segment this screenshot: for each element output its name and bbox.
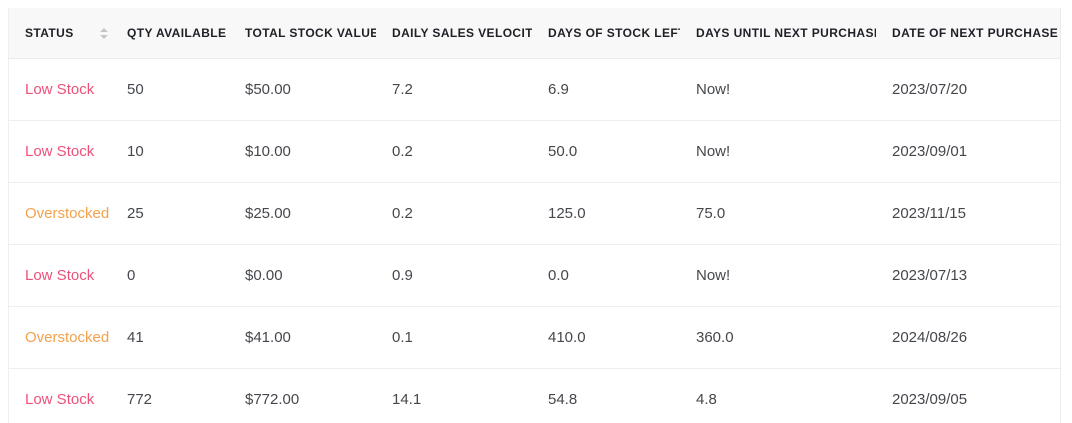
qty-available-cell: 25 [111, 182, 229, 245]
status-badge: Low Stock [9, 368, 111, 423]
table-row[interactable]: Low Stock 50 $50.00 7.2 6.9 Now! 2023/07… [9, 58, 1060, 121]
days-of-stock-left-cell: 54.8 [532, 368, 680, 423]
table-row[interactable]: Low Stock 10 $10.00 0.2 50.0 Now! 2023/0… [9, 120, 1060, 183]
date-of-next-purchase-cell: 2023/09/01 [876, 120, 1060, 183]
inventory-table-card: STATUS QTY AVAILABLE TOTAL STOCK VALUE [8, 8, 1061, 423]
column-header-daily-sales-velocity[interactable]: DAILY SALES VELOCITY [376, 8, 532, 59]
date-of-next-purchase-cell: 2023/11/15 [876, 182, 1060, 245]
daily-sales-velocity-cell: 0.2 [376, 182, 532, 245]
column-header-qty-available[interactable]: QTY AVAILABLE [111, 8, 229, 59]
column-header-label: TOTAL STOCK VALUE [245, 26, 376, 40]
column-header-label: DAILY SALES VELOCITY [392, 26, 532, 40]
days-of-stock-left-cell: 410.0 [532, 306, 680, 369]
column-header-label: DAYS OF STOCK LEFT [548, 26, 680, 40]
days-of-stock-left-cell: 0.0 [532, 244, 680, 307]
days-until-next-purchase-cell: 75.0 [680, 182, 876, 245]
table-row[interactable]: Overstocked 41 $41.00 0.1 410.0 360.0 20… [9, 306, 1060, 369]
qty-available-cell: 41 [111, 306, 229, 369]
total-stock-value-cell: $772.00 [229, 368, 376, 423]
daily-sales-velocity-cell: 7.2 [376, 58, 532, 121]
status-badge: Low Stock [9, 120, 111, 183]
table-body: Low Stock 50 $50.00 7.2 6.9 Now! 2023/07… [9, 58, 1060, 423]
status-badge: Overstocked [9, 182, 111, 245]
date-of-next-purchase-cell: 2023/07/13 [876, 244, 1060, 307]
column-header-days-until-next-purchase[interactable]: DAYS UNTIL NEXT PURCHASE [680, 8, 876, 59]
qty-available-cell: 50 [111, 58, 229, 121]
date-of-next-purchase-cell: 2023/07/20 [876, 58, 1060, 121]
status-badge: Low Stock [9, 244, 111, 307]
sort-both-icon[interactable] [99, 27, 108, 39]
qty-available-cell: 772 [111, 368, 229, 423]
total-stock-value-cell: $41.00 [229, 306, 376, 369]
column-header-status[interactable]: STATUS [9, 8, 111, 59]
days-of-stock-left-cell: 125.0 [532, 182, 680, 245]
date-of-next-purchase-cell: 2023/09/05 [876, 368, 1060, 423]
qty-available-cell: 10 [111, 120, 229, 183]
inventory-table: STATUS QTY AVAILABLE TOTAL STOCK VALUE [9, 8, 1060, 423]
status-badge: Low Stock [9, 58, 111, 121]
inventory-page: STATUS QTY AVAILABLE TOTAL STOCK VALUE [8, 8, 1061, 423]
column-header-label: DATE OF NEXT PURCHASE [892, 26, 1059, 40]
total-stock-value-cell: $25.00 [229, 182, 376, 245]
table-row[interactable]: Low Stock 772 $772.00 14.1 54.8 4.8 2023… [9, 368, 1060, 423]
daily-sales-velocity-cell: 0.9 [376, 244, 532, 307]
column-header-total-stock-value[interactable]: TOTAL STOCK VALUE [229, 8, 376, 59]
total-stock-value-cell: $0.00 [229, 244, 376, 307]
table-row[interactable]: Overstocked 25 $25.00 0.2 125.0 75.0 202… [9, 182, 1060, 245]
days-of-stock-left-cell: 50.0 [532, 120, 680, 183]
daily-sales-velocity-cell: 14.1 [376, 368, 532, 423]
days-until-next-purchase-cell: Now! [680, 120, 876, 183]
column-header-label: QTY AVAILABLE [127, 26, 227, 40]
total-stock-value-cell: $50.00 [229, 58, 376, 121]
column-header-days-of-stock-left[interactable]: DAYS OF STOCK LEFT [532, 8, 680, 59]
days-until-next-purchase-cell: Now! [680, 244, 876, 307]
column-header-label: STATUS [25, 26, 74, 40]
days-until-next-purchase-cell: 360.0 [680, 306, 876, 369]
daily-sales-velocity-cell: 0.1 [376, 306, 532, 369]
table-row[interactable]: Low Stock 0 $0.00 0.9 0.0 Now! 2023/07/1… [9, 244, 1060, 307]
table-header: STATUS QTY AVAILABLE TOTAL STOCK VALUE [9, 8, 1060, 59]
days-until-next-purchase-cell: Now! [680, 58, 876, 121]
column-header-date-of-next-purchase[interactable]: DATE OF NEXT PURCHASE [876, 8, 1060, 59]
total-stock-value-cell: $10.00 [229, 120, 376, 183]
days-until-next-purchase-cell: 4.8 [680, 368, 876, 423]
column-header-label: DAYS UNTIL NEXT PURCHASE [696, 26, 876, 40]
status-badge: Overstocked [9, 306, 111, 369]
days-of-stock-left-cell: 6.9 [532, 58, 680, 121]
daily-sales-velocity-cell: 0.2 [376, 120, 532, 183]
date-of-next-purchase-cell: 2024/08/26 [876, 306, 1060, 369]
qty-available-cell: 0 [111, 244, 229, 307]
